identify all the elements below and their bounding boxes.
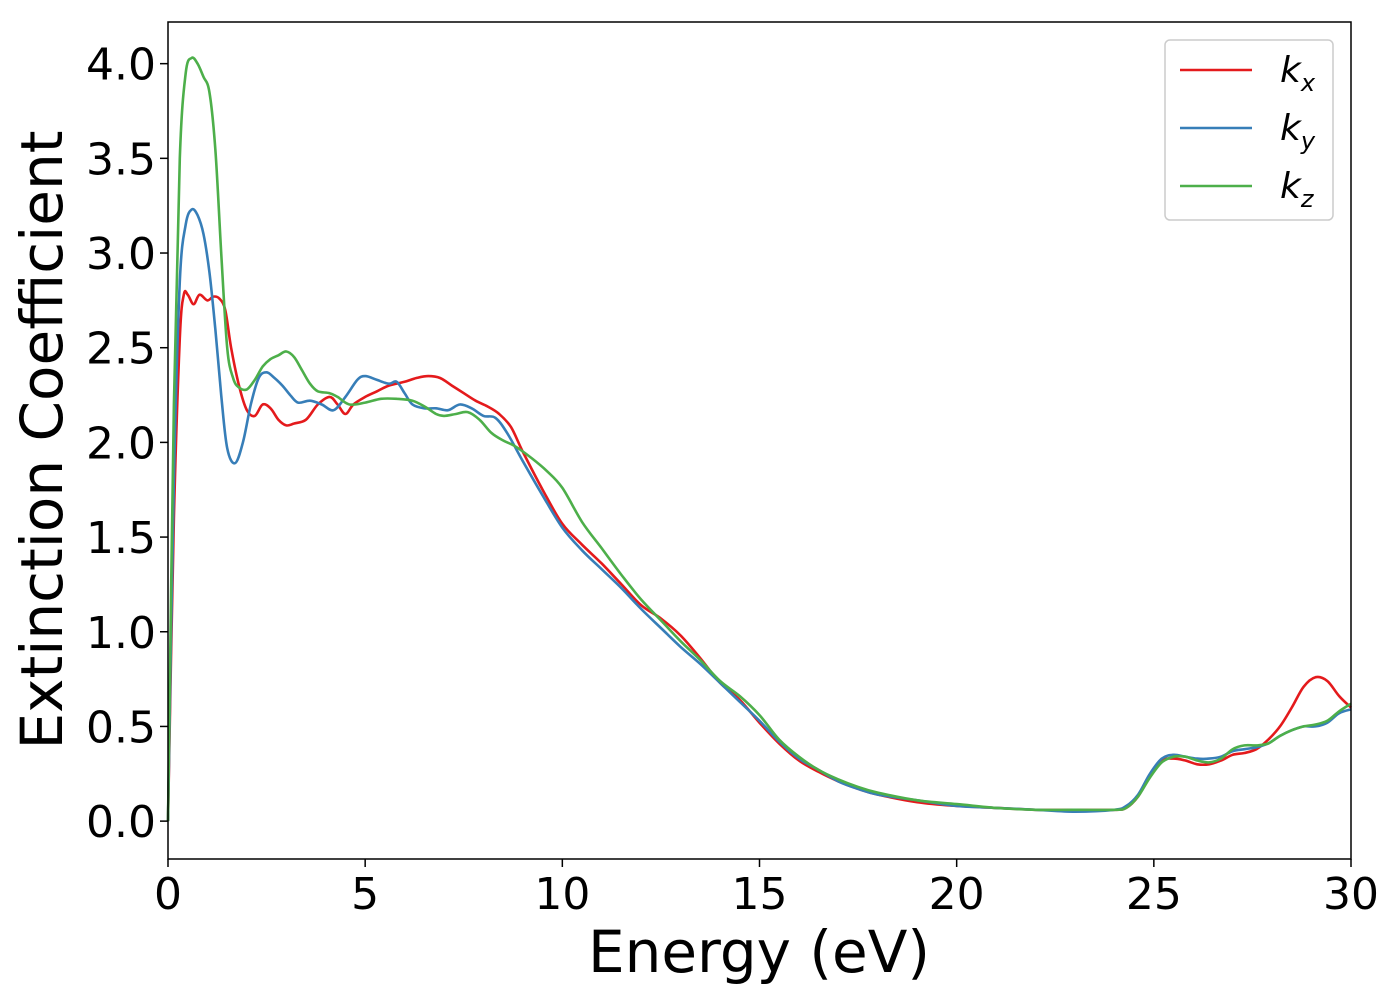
y-tick-label: 0.5	[86, 702, 156, 753]
x-tick-label: 10	[534, 869, 590, 920]
legend: kx ky kz	[1164, 39, 1334, 221]
legend-label-kz: kz	[1280, 166, 1315, 213]
y-tick-label: 4.0	[86, 40, 156, 91]
x-tick-label: 30	[1323, 869, 1379, 920]
x-axis-title: Energy (eV)	[588, 918, 930, 986]
y-tick-label: 0.0	[86, 797, 156, 848]
x-tick-label: 0	[154, 869, 182, 920]
x-tick-label: 5	[351, 869, 379, 920]
y-tick-label: 2.0	[86, 418, 156, 469]
y-axis-ticks: 0.0 0.5 1.0 1.5 2.0 2.5 3.0 3.5 4.0	[86, 40, 168, 848]
y-tick-label: 3.5	[86, 134, 156, 185]
x-tick-label: 25	[1126, 869, 1182, 920]
y-tick-label: 3.0	[86, 229, 156, 280]
legend-label-ky: ky	[1280, 108, 1316, 155]
series-lines	[166, 56, 1352, 822]
x-tick-label: 20	[929, 869, 985, 920]
x-axis-ticks: 0 5 10 15 20 25 30	[154, 859, 1379, 920]
y-axis-title: Extinction Coefficient	[8, 131, 76, 750]
y-tick-label: 2.5	[86, 324, 156, 375]
y-tick-label: 1.0	[86, 608, 156, 659]
series-line-kz	[166, 56, 1352, 822]
y-tick-label: 1.5	[86, 513, 156, 564]
x-tick-label: 15	[732, 869, 788, 920]
legend-box	[1164, 39, 1334, 221]
legend-label-kx: kx	[1280, 50, 1316, 97]
series-line-kx	[166, 289, 1352, 822]
